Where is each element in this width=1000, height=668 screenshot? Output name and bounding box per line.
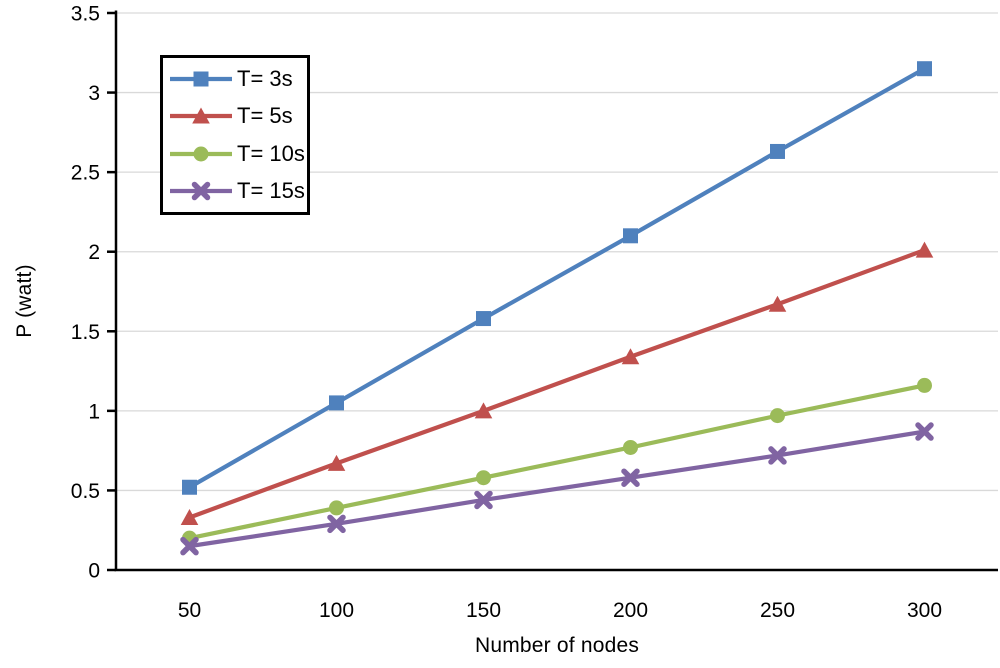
square-marker	[182, 479, 197, 495]
square-marker	[329, 395, 344, 411]
x-tick-label: 200	[613, 599, 648, 622]
circle-marker	[917, 377, 932, 393]
circle-marker	[770, 408, 785, 424]
circle-marker	[623, 439, 638, 455]
x-tick-label: 50	[178, 599, 201, 622]
x-axis-title: Number of nodes	[474, 634, 640, 657]
triangle-marker	[474, 402, 493, 419]
circle-marker	[329, 500, 344, 516]
x-tick-label: 150	[466, 599, 501, 622]
series-line-t-5s	[188, 248, 926, 520]
legend-label: T= 5s	[237, 103, 293, 129]
legend-item: T= 10s	[169, 137, 307, 171]
triangle-marker	[915, 241, 934, 258]
x-marker	[180, 536, 199, 556]
y-tick-label: 1	[88, 400, 100, 423]
legend-swatch-triangle	[170, 107, 232, 124]
legend-label: T= 10s	[237, 140, 305, 166]
circle-marker	[193, 146, 209, 162]
series-line-t-3s	[188, 66, 926, 490]
legend-item: T= 15s	[169, 174, 307, 208]
y-tick-label: 1.5	[71, 321, 100, 344]
x-tick-label: 300	[907, 599, 942, 622]
square-marker	[476, 311, 491, 327]
y-axis-title: P (watt)	[13, 264, 36, 338]
x-marker	[768, 446, 787, 465]
series-line-t-10s	[189, 383, 925, 541]
x-marker	[191, 182, 211, 201]
x-marker	[474, 490, 493, 510]
y-tick-label: 0	[88, 560, 100, 583]
triangle-marker	[621, 348, 640, 365]
legend: T= 3s T= 5s T= 10s T= 15s	[160, 55, 310, 215]
square-marker	[917, 61, 932, 77]
triangle-marker	[180, 508, 199, 525]
legend-item: T= 3s	[169, 62, 307, 96]
x-marker	[915, 422, 934, 441]
triangle-marker	[768, 295, 787, 312]
square-marker	[623, 228, 638, 244]
x-tick-label: 250	[760, 599, 795, 622]
square-marker	[770, 143, 785, 159]
x-marker	[327, 514, 346, 534]
square-marker	[193, 71, 209, 87]
y-tick-label: 2.5	[71, 162, 100, 185]
legend-swatch-square	[170, 71, 232, 87]
legend-label: T= 15s	[237, 178, 305, 204]
triangle-marker	[327, 454, 346, 471]
circle-marker	[476, 470, 491, 486]
x-marker	[621, 468, 640, 487]
legend-label: T= 3s	[237, 65, 293, 91]
x-tick-label: 100	[319, 599, 354, 622]
legend-item: T= 5s	[169, 99, 307, 133]
y-tick-label: 0.5	[71, 480, 100, 503]
series-line-t-15s	[189, 429, 925, 549]
y-tick-label: 2	[88, 241, 100, 264]
triangle-marker	[192, 107, 210, 124]
legend-swatch-circle	[170, 146, 232, 162]
y-tick-label: 3.5	[71, 3, 100, 26]
y-tick-label: 3	[88, 82, 100, 105]
legend-swatch-x	[170, 182, 232, 201]
